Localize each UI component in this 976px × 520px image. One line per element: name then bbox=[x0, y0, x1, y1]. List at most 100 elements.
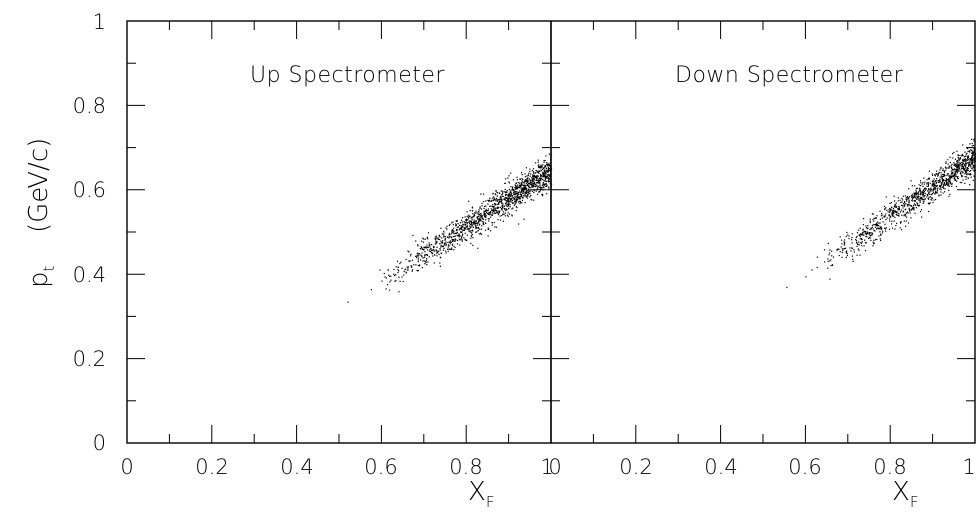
data-point bbox=[840, 246, 842, 248]
data-point bbox=[894, 216, 896, 219]
data-point bbox=[873, 243, 875, 245]
data-point bbox=[470, 220, 472, 222]
data-point bbox=[471, 206, 473, 208]
data-point bbox=[446, 228, 448, 230]
data-point bbox=[511, 214, 513, 216]
data-point bbox=[434, 254, 436, 256]
data-point bbox=[958, 159, 960, 161]
data-point bbox=[425, 246, 427, 248]
x-tick-labels-down: 0 0.2 0.4 0.6 0.8 1 bbox=[548, 455, 975, 479]
data-point bbox=[478, 227, 480, 229]
data-point bbox=[523, 187, 525, 189]
data-point bbox=[923, 183, 926, 185]
data-point bbox=[473, 219, 475, 221]
data-point bbox=[514, 203, 516, 205]
data-point bbox=[935, 181, 938, 184]
data-point bbox=[511, 193, 513, 195]
data-point bbox=[910, 204, 912, 206]
data-point bbox=[924, 189, 927, 191]
data-point bbox=[504, 215, 506, 217]
data-point bbox=[513, 193, 515, 195]
data-point bbox=[974, 156, 976, 158]
data-point bbox=[514, 201, 516, 203]
data-point bbox=[454, 238, 456, 240]
data-point bbox=[915, 193, 917, 195]
data-point bbox=[866, 232, 868, 235]
data-point bbox=[918, 193, 920, 195]
data-point bbox=[846, 252, 848, 255]
data-point bbox=[442, 240, 444, 242]
data-point bbox=[443, 246, 445, 248]
data-point bbox=[944, 188, 946, 190]
data-point bbox=[943, 182, 946, 184]
data-point bbox=[510, 198, 513, 200]
data-point bbox=[549, 176, 551, 178]
data-point bbox=[395, 274, 397, 276]
data-point bbox=[520, 191, 522, 193]
data-point bbox=[476, 224, 478, 226]
data-point bbox=[950, 182, 952, 184]
data-point bbox=[490, 230, 492, 232]
data-point bbox=[538, 181, 540, 183]
data-point bbox=[474, 220, 476, 223]
data-point bbox=[969, 143, 971, 145]
data-point bbox=[973, 152, 976, 154]
data-point bbox=[540, 188, 542, 190]
data-point bbox=[846, 250, 848, 252]
data-point bbox=[940, 167, 942, 169]
data-point bbox=[426, 254, 428, 256]
data-point bbox=[945, 179, 947, 181]
data-point bbox=[466, 211, 468, 213]
data-point bbox=[473, 216, 475, 218]
data-point bbox=[441, 242, 443, 244]
data-point bbox=[906, 197, 908, 199]
data-point bbox=[453, 235, 455, 238]
data-point bbox=[432, 249, 434, 251]
data-point bbox=[848, 238, 850, 240]
data-point bbox=[956, 163, 958, 165]
data-point bbox=[461, 221, 463, 223]
data-point bbox=[470, 237, 472, 239]
data-point bbox=[447, 241, 449, 244]
data-point bbox=[501, 190, 503, 192]
data-point bbox=[927, 192, 929, 194]
data-point bbox=[485, 205, 487, 207]
data-point bbox=[519, 200, 521, 203]
data-point bbox=[468, 217, 470, 219]
data-point bbox=[962, 160, 964, 162]
data-point bbox=[533, 179, 535, 181]
data-point bbox=[873, 230, 875, 232]
data-point bbox=[535, 190, 537, 192]
data-point bbox=[953, 176, 955, 178]
data-point bbox=[947, 184, 949, 186]
data-point bbox=[964, 170, 966, 172]
data-point bbox=[912, 207, 914, 209]
data-point bbox=[417, 259, 419, 261]
data-point bbox=[913, 196, 916, 198]
data-point bbox=[418, 253, 420, 255]
data-point bbox=[886, 209, 888, 211]
data-point bbox=[462, 223, 464, 225]
data-point bbox=[439, 265, 441, 267]
data-point bbox=[886, 217, 888, 219]
data-point bbox=[487, 235, 489, 237]
data-point bbox=[544, 174, 546, 176]
data-point bbox=[464, 216, 466, 218]
data-point bbox=[515, 209, 517, 212]
data-point bbox=[933, 188, 935, 190]
data-point bbox=[953, 151, 955, 153]
data-point bbox=[962, 160, 964, 162]
x-axis-title-main: X bbox=[892, 477, 910, 507]
data-point bbox=[824, 261, 826, 263]
data-point bbox=[450, 241, 452, 243]
data-point bbox=[868, 232, 871, 235]
tick-marks bbox=[127, 21, 975, 443]
data-point bbox=[520, 195, 522, 197]
data-point bbox=[539, 185, 541, 187]
data-point bbox=[534, 183, 536, 185]
data-point bbox=[462, 234, 464, 236]
data-point bbox=[506, 205, 508, 208]
data-point bbox=[958, 160, 960, 162]
data-point bbox=[420, 246, 422, 248]
data-point bbox=[912, 195, 914, 197]
